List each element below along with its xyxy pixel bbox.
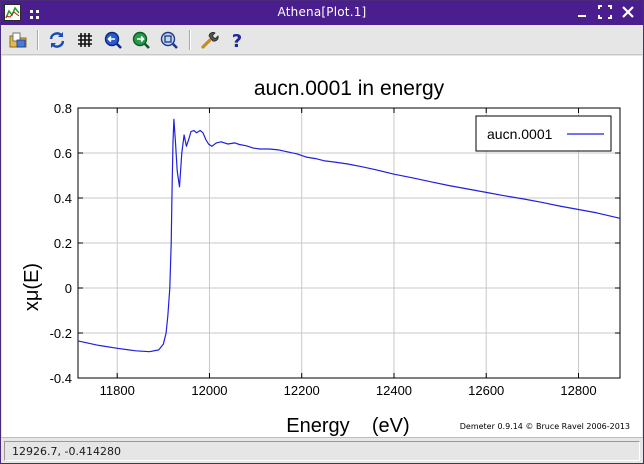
energy-plot[interactable]: 11800 12000 12200 12400 12600 12800 -0.4 -0.2 0 0… bbox=[2, 56, 642, 437]
x-tick-label: 12600 bbox=[468, 383, 504, 398]
y-tick-label: 0 bbox=[65, 281, 72, 296]
tick-labels: 11800 12000 12200 12400 12600 12800 -0.4 -0.2 0 0… bbox=[50, 101, 597, 398]
window-menu-icon[interactable] bbox=[29, 6, 41, 19]
zoom-in-icon[interactable] bbox=[129, 28, 153, 52]
y-tick-label: -0.2 bbox=[50, 326, 72, 341]
help-icon[interactable]: ? bbox=[225, 28, 249, 52]
y-tick-label: 0.8 bbox=[54, 101, 72, 116]
refresh-icon[interactable] bbox=[45, 28, 69, 52]
y-tick-label: 0.4 bbox=[54, 191, 72, 206]
zoom-fit-icon[interactable] bbox=[157, 28, 181, 52]
y-axis-label: xμ(E) bbox=[21, 263, 43, 311]
open-files-icon[interactable] bbox=[6, 28, 30, 52]
title-bar[interactable]: Athena[Plot.1] bbox=[1, 1, 643, 25]
credit-text: Demeter 0.9.14 © Bruce Ravel 2006-2013 bbox=[460, 422, 630, 431]
close-icon[interactable] bbox=[621, 5, 635, 19]
maximize-icon[interactable] bbox=[598, 5, 612, 19]
chart-title: aucn.0001 in energy bbox=[254, 77, 445, 100]
legend-series-label: aucn.0001 bbox=[487, 126, 553, 142]
x-tick-label: 12800 bbox=[560, 383, 596, 398]
cursor-coordinates: 12926.7, -0.414280 bbox=[12, 445, 121, 458]
series-line-aucn.0001 bbox=[77, 118, 621, 353]
plot-canvas[interactable]: 11800 12000 12200 12400 12600 12800 -0.4 -0.2 0 0… bbox=[2, 56, 642, 437]
legend: aucn.0001 bbox=[475, 115, 612, 152]
grid-icon[interactable] bbox=[73, 28, 97, 52]
minimize-icon[interactable] bbox=[575, 5, 589, 19]
app-plot-icon[interactable] bbox=[4, 4, 21, 21]
plot-toolbar: ? bbox=[1, 25, 643, 55]
series-lines bbox=[77, 118, 621, 353]
zoom-out-icon[interactable] bbox=[101, 28, 125, 52]
toolbar-separator bbox=[37, 30, 38, 50]
y-tick-label: 0.2 bbox=[54, 236, 72, 251]
x-axis-label: Energy (eV) bbox=[286, 415, 409, 437]
plot-background bbox=[2, 56, 642, 437]
window-title: Athena[Plot.1] bbox=[277, 5, 367, 19]
plot-axes bbox=[77, 107, 621, 379]
x-tick-label: 12400 bbox=[376, 383, 412, 398]
status-bar: 12926.7, -0.414280 bbox=[1, 437, 643, 463]
toolbar-separator bbox=[189, 30, 190, 50]
status-field: 12926.7, -0.414280 bbox=[4, 441, 640, 461]
svg-text:?: ? bbox=[232, 31, 242, 50]
x-tick-label: 11800 bbox=[100, 383, 135, 398]
y-tick-label: 0.6 bbox=[54, 146, 72, 161]
x-tick-label: 12000 bbox=[191, 383, 227, 398]
y-tick-label: -0.4 bbox=[50, 371, 72, 386]
wrench-icon[interactable] bbox=[197, 28, 221, 52]
x-tick-label: 12200 bbox=[284, 383, 320, 398]
